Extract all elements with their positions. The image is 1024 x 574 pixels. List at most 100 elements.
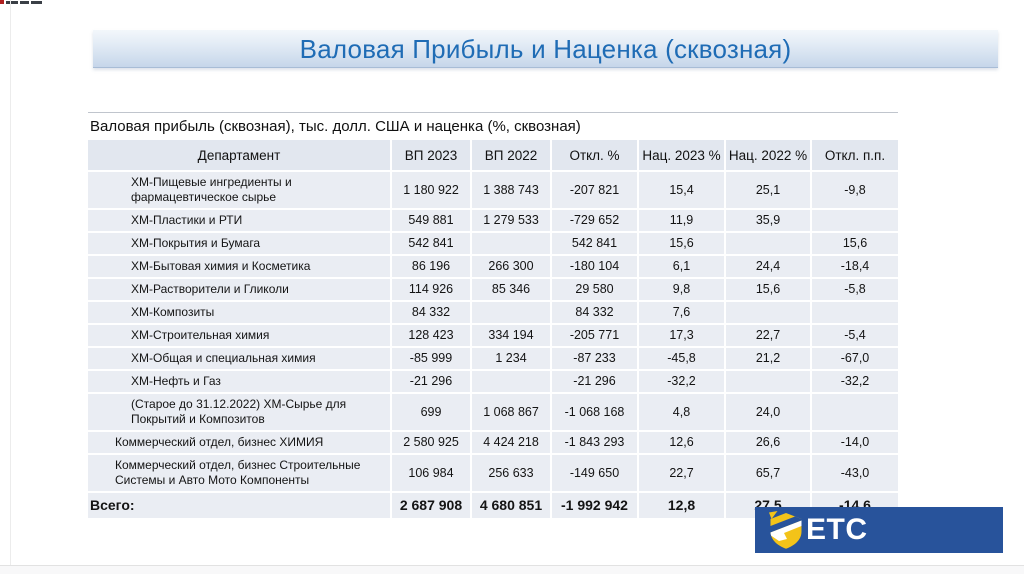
value-cell: 15,4 — [637, 170, 726, 210]
department-cell: Коммерческий отдел, бизнес ХИМИЯ — [88, 430, 392, 455]
value-cell: -21 296 — [550, 369, 639, 394]
department-cell: ХМ-Растворители и Гликоли — [88, 277, 392, 302]
column-header: ВП 2022 — [470, 140, 552, 172]
value-cell: 17,3 — [637, 323, 726, 348]
value-cell: 84 332 — [390, 300, 472, 325]
table-row: ХМ-Пищевые ингредиенты и фармацевтическо… — [88, 170, 898, 210]
value-cell: 21,2 — [724, 346, 812, 371]
table-row: ХМ-Строительная химия 128 423 334 194 -205 … — [88, 323, 898, 348]
etc-logo-text: ETC — [806, 513, 868, 546]
dash-mark — [6, 0, 18, 4]
value-cell: 9,8 — [637, 277, 726, 302]
value-cell: -1 843 293 — [550, 430, 639, 455]
value-cell: -21 296 — [390, 369, 472, 394]
value-cell: 11,9 — [637, 208, 726, 233]
column-header: Нац. 2022 % — [724, 140, 812, 172]
department-cell: ХМ-Пластики и РТИ — [88, 208, 392, 233]
department-cell: ХМ-Нефть и Газ — [88, 369, 392, 394]
department-cell: ХМ-Бытовая химия и Косметика — [88, 254, 392, 279]
column-header: Департамент — [88, 140, 392, 172]
table-row: ХМ-Растворители и Гликоли 114 926 85 346 29… — [88, 277, 898, 302]
table-row: Коммерческий отдел, бизнес ХИМИЯ 2 580 92… — [88, 430, 898, 455]
value-cell: -180 104 — [550, 254, 639, 279]
value-cell: -5,4 — [810, 323, 898, 348]
value-cell: 65,7 — [724, 453, 812, 493]
value-cell — [470, 231, 552, 256]
value-cell: 542 841 — [390, 231, 472, 256]
dash-mark — [31, 0, 42, 4]
table-row: ХМ-Композиты 84 332 84 332 7,6 — [88, 300, 898, 325]
value-cell: 4 424 218 — [470, 430, 552, 455]
value-cell: 542 841 — [550, 231, 639, 256]
value-cell — [724, 300, 812, 325]
value-cell: 4 680 851 — [470, 491, 552, 520]
value-cell: 7,6 — [637, 300, 726, 325]
value-cell: -14,0 — [810, 430, 898, 455]
etc-logo: ETC — [755, 507, 1003, 553]
shield-flag-notch — [769, 511, 778, 519]
value-cell: 114 926 — [390, 277, 472, 302]
value-cell: 84 332 — [550, 300, 639, 325]
table-subtitle: Валовая прибыль (сквозная), тыс. долл. С… — [88, 112, 898, 140]
department-cell: ХМ-Строительная химия — [88, 323, 392, 348]
value-cell: 549 881 — [390, 208, 472, 233]
column-header: Нац. 2023 % — [637, 140, 726, 172]
value-cell: 1 388 743 — [470, 170, 552, 210]
value-cell: -205 771 — [550, 323, 639, 348]
value-cell: 1 234 — [470, 346, 552, 371]
value-cell: 85 346 — [470, 277, 552, 302]
value-cell: -32,2 — [637, 369, 726, 394]
value-cell: 2 580 925 — [390, 430, 472, 455]
value-cell: 15,6 — [637, 231, 726, 256]
department-cell: ХМ-Покрытия и Бумага — [88, 231, 392, 256]
value-cell: -67,0 — [810, 346, 898, 371]
value-cell — [470, 300, 552, 325]
red-dot-mark — [0, 0, 4, 4]
department-cell: Всего: — [88, 491, 392, 520]
table-container: Валовая прибыль (сквозная), тыс. долл. С… — [88, 112, 898, 520]
value-cell: 24,4 — [724, 254, 812, 279]
value-cell — [810, 300, 898, 325]
slide-left-edge — [10, 0, 11, 565]
value-cell: -5,8 — [810, 277, 898, 302]
table-header: Департамент ВП 2023 ВП 2022 Откл. % Нац. 202… — [88, 140, 898, 172]
data-table: Департамент ВП 2023 ВП 2022 Откл. % Нац. 202… — [88, 140, 898, 520]
value-cell: 12,6 — [637, 430, 726, 455]
value-cell: -87 233 — [550, 346, 639, 371]
table-row: ХМ-Общая и специальная химия -85 999 1 234… — [88, 346, 898, 371]
value-cell: -45,8 — [637, 346, 726, 371]
value-cell: 24,0 — [724, 392, 812, 432]
value-cell: 25,1 — [724, 170, 812, 210]
value-cell: -207 821 — [550, 170, 639, 210]
value-cell: 35,9 — [724, 208, 812, 233]
value-cell: 6,1 — [637, 254, 726, 279]
value-cell: 106 984 — [390, 453, 472, 493]
value-cell: 699 — [390, 392, 472, 432]
value-cell: 4,8 — [637, 392, 726, 432]
value-cell: -1 992 942 — [550, 491, 639, 520]
table-row: (Старое до 31.12.2022) ХМ-Сырье для Покр… — [88, 392, 898, 432]
total-row: Всего: 2 687 908 4 680 851 -1 992 942 12,8 27… — [88, 491, 898, 520]
table-row: ХМ-Бытовая химия и Косметика 86 196 266 30… — [88, 254, 898, 279]
table-row: Коммерческий отдел, бизнес Строительные … — [88, 453, 898, 493]
value-cell: -9,8 — [810, 170, 898, 210]
value-cell: 2 687 908 — [390, 491, 472, 520]
value-cell: 266 300 — [470, 254, 552, 279]
value-cell — [810, 208, 898, 233]
column-header: Откл. % — [550, 140, 639, 172]
table-row: ХМ-Пластики и РТИ 549 881 1 279 533 -729 65… — [88, 208, 898, 233]
value-cell: 1 068 867 — [470, 392, 552, 432]
top-left-artifact — [0, 0, 42, 4]
value-cell: 15,6 — [810, 231, 898, 256]
value-cell: -43,0 — [810, 453, 898, 493]
value-cell — [470, 369, 552, 394]
department-cell: ХМ-Композиты — [88, 300, 392, 325]
value-cell — [724, 231, 812, 256]
value-cell: 128 423 — [390, 323, 472, 348]
value-cell: 26,6 — [724, 430, 812, 455]
value-cell: 1 180 922 — [390, 170, 472, 210]
value-cell: 12,8 — [637, 491, 726, 520]
table-row: ХМ-Нефть и Газ -21 296 -21 296 -32,2 -32,2 — [88, 369, 898, 394]
value-cell: 1 279 533 — [470, 208, 552, 233]
dash-mark — [20, 0, 29, 4]
